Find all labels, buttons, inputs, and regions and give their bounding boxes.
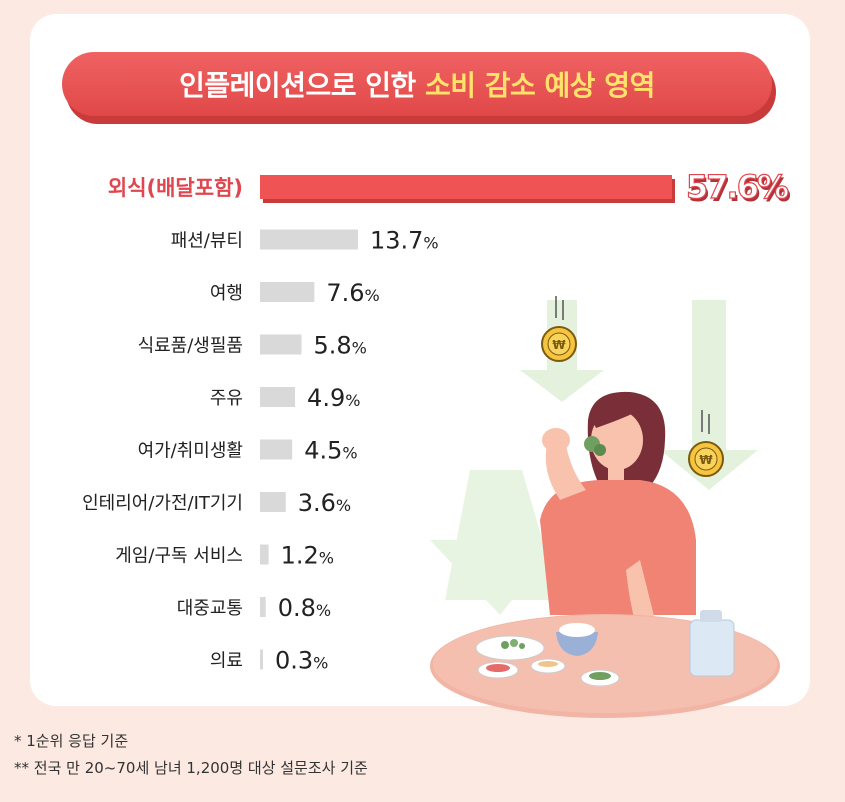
value-unit: % (352, 339, 367, 358)
category-label: 외식(배달포함) (108, 176, 243, 200)
value-unit: % (313, 654, 328, 673)
svg-text:₩: ₩ (699, 453, 713, 467)
coin-icon: ₩ (541, 296, 577, 362)
bar (260, 544, 269, 565)
title-highlight: 소비 감소 예상 영역 (425, 69, 655, 102)
value-label: 57.6% (686, 168, 789, 206)
value-number: 57.6 (686, 168, 758, 206)
value-unit: % (342, 444, 357, 463)
value-label: 1.2% (281, 542, 334, 570)
value-unit: % (316, 601, 331, 620)
down-arrow-icon (430, 470, 560, 615)
value-number: 4.5 (304, 437, 342, 465)
value-number: 5.8 (313, 332, 351, 360)
category-label: 게임/구독 서비스 (115, 546, 243, 567)
woman-eating-illustration (540, 391, 696, 646)
value-label: 3.6% (298, 489, 351, 517)
category-label: 식료품/생필품 (138, 336, 243, 357)
bar (260, 282, 315, 302)
footnotes: * 1순위 응답 기준 ** 전국 만 20~70세 남녀 1,200명 대상 … (14, 728, 368, 782)
value-unit: % (336, 496, 351, 515)
value-label: 5.8% (313, 332, 366, 360)
value-number: 3.6 (298, 489, 336, 517)
title-main: 인플레이션으로 인한 (179, 69, 425, 102)
category-label: 대중교통 (177, 598, 243, 619)
value-number: 13.7 (370, 227, 423, 255)
footnote: * 1순위 응답 기준 (14, 732, 129, 750)
value-unit: % (757, 168, 789, 206)
bar (260, 334, 302, 355)
coin-icon: ₩ (688, 410, 724, 477)
bar (260, 229, 358, 250)
footnote: ** 전국 만 20~70세 남녀 1,200명 대상 설문조사 기준 (14, 759, 368, 777)
value-label: 0.8% (278, 594, 331, 622)
value-label: 7.6% (326, 279, 379, 307)
category-label: 여행 (210, 283, 243, 304)
bar (260, 492, 286, 512)
illustration: ₩ ₩ (430, 296, 780, 718)
value-label: 13.7% (370, 227, 439, 255)
bars-layer: 외식(배달포함) 57.6%57.6%패션/뷰티 13.7%여행 7.6%식료품/생필… (82, 167, 793, 675)
dining-table-illustration (430, 610, 780, 718)
category-label: 주유 (210, 388, 243, 409)
value-number: 4.9 (307, 384, 345, 412)
category-label: 여가/취미생활 (138, 441, 243, 462)
category-label: 의료 (210, 651, 243, 672)
bar (260, 175, 672, 199)
value-number: 1.2 (281, 542, 319, 570)
bar (260, 597, 266, 617)
value-unit: % (365, 286, 380, 305)
value-unit: % (319, 549, 334, 568)
bar (260, 649, 263, 670)
value-number: 0.3 (275, 647, 313, 675)
title-banner: 인플레이션으로 인한 소비 감소 예상 영역 (62, 52, 776, 124)
value-label: 4.5% (304, 437, 357, 465)
svg-text:₩: ₩ (552, 338, 566, 352)
category-label: 패션/뷰티 (171, 231, 243, 252)
category-label: 인테리어/가전/IT기기 (82, 493, 243, 514)
value-unit: % (423, 234, 438, 253)
value-unit: % (345, 391, 360, 410)
value-label: 4.9% (307, 384, 360, 412)
bar (260, 439, 293, 460)
bar (260, 387, 296, 407)
value-number: 0.8 (278, 594, 316, 622)
value-number: 7.6 (326, 279, 364, 307)
value-label: 0.3% (275, 647, 328, 675)
value-label-shadow: 57.6% (688, 171, 791, 209)
title-banner-face: 인플레이션으로 인한 소비 감소 예상 영역 (62, 52, 772, 116)
